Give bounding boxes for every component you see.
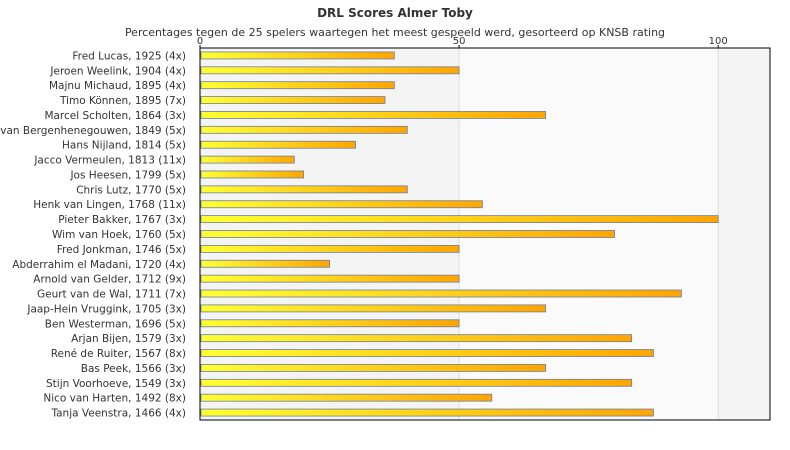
bar: [200, 215, 719, 224]
category-label: Chris Lutz, 1770 (5x): [76, 184, 186, 196]
bar: [200, 170, 305, 179]
bar: [200, 274, 460, 283]
bar: [200, 140, 356, 149]
category-labels: Fred Lucas, 1925 (4x) Jeroen Weelink, 190…: [0, 50, 186, 419]
category-label: Majnu Michaud, 1895 (4x): [49, 80, 186, 92]
bar: [200, 111, 547, 119]
bar: [200, 408, 654, 417]
category-label: Tanja Veenstra, 1466 (4x): [50, 408, 186, 420]
category-label: Jos Heesen, 1799 (5x): [69, 169, 186, 181]
bar: [200, 155, 295, 164]
category-label: Fred Lucas, 1925 (4x): [72, 50, 186, 62]
bar: [200, 319, 460, 328]
category-label: Pieter Bakker, 1767 (3x): [58, 214, 186, 226]
bar: [200, 230, 615, 238]
bar: [200, 259, 330, 268]
bar: [200, 289, 682, 298]
bar: [200, 393, 493, 402]
bar: [200, 81, 395, 90]
chart-title: DRL Scores Almer Toby: [317, 6, 473, 20]
bar: [200, 51, 395, 60]
category-label: Jaap-Hein Vruggink, 1705 (3x): [26, 303, 186, 315]
category-label: Jeroen Weelink, 1904 (4x): [49, 65, 186, 77]
bar: [200, 349, 654, 357]
bar: [200, 378, 633, 387]
chart-subtitle: Percentages tegen de 25 spelers waartege…: [125, 26, 665, 39]
category-label: Fred Jonkman, 1746 (5x): [57, 244, 186, 256]
category-label: Henk van Lingen, 1768 (11x): [33, 199, 186, 211]
category-label: Marcel Scholten, 1864 (3x): [44, 110, 186, 122]
plot-frame: [199, 47, 771, 421]
bar: [200, 96, 386, 104]
bar: [200, 185, 408, 194]
bar: [200, 200, 483, 209]
x-tick-label: 100: [709, 36, 728, 47]
category-label: Arnold van Gelder, 1712 (9x): [33, 274, 186, 286]
category-label: Ivan Bergenhenegouwen, 1849 (5x): [0, 125, 186, 137]
category-label: René de Ruiter, 1567 (8x): [51, 348, 186, 360]
category-label: Jacco Vermeulen, 1813 (11x): [33, 155, 186, 167]
category-label: Wim van Hoek, 1760 (5x): [52, 229, 186, 241]
category-label: Geurt van de Wal, 1711 (7x): [37, 289, 186, 301]
bars: [200, 51, 719, 417]
bar: [200, 364, 547, 372]
category-label: Arjan Bijen, 1579 (3x): [71, 333, 186, 345]
bar: [200, 244, 460, 253]
category-label: Bas Peek, 1566 (3x): [81, 363, 186, 375]
x-tick-label: 0: [197, 36, 203, 47]
bar: [200, 66, 460, 75]
bar: [200, 334, 633, 343]
bar: [200, 304, 547, 313]
bar: [200, 125, 408, 134]
category-label: Abderrahim el Madani, 1720 (4x): [12, 259, 186, 271]
category-label: Hans Nijland, 1814 (5x): [62, 140, 186, 152]
category-label: Nico van Harten, 1492 (8x): [43, 393, 186, 405]
category-label: Timo Können, 1895 (7x): [59, 95, 186, 107]
category-label: Ben Westerman, 1696 (5x): [45, 318, 186, 330]
category-label: Stijn Voorhoeve, 1549 (3x): [46, 378, 186, 390]
x-tick-label: 50: [453, 36, 466, 47]
